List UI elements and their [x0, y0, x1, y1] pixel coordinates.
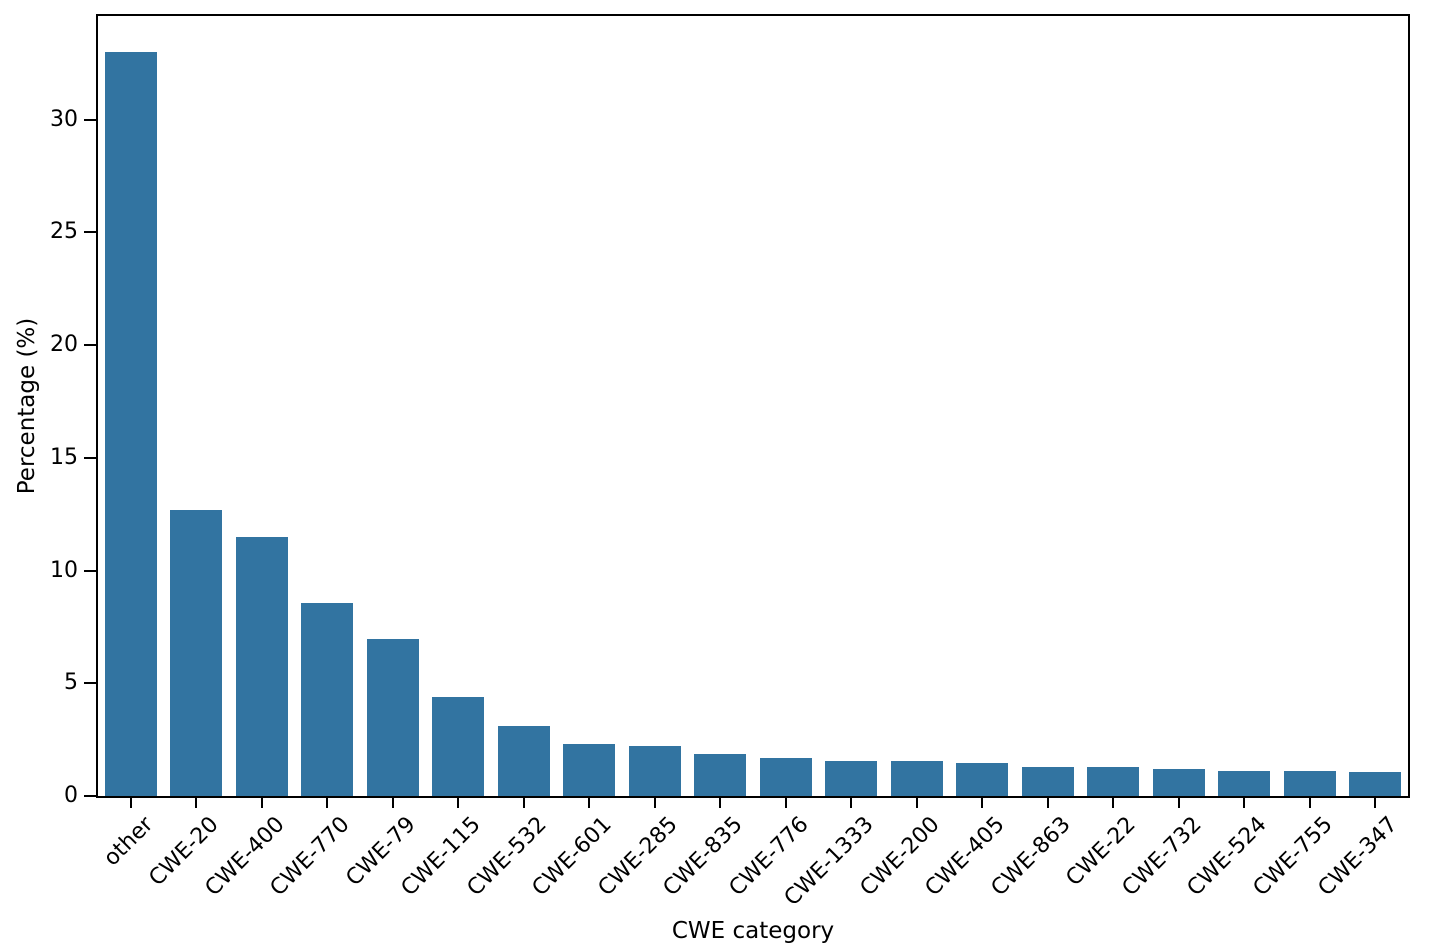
- y-tick-label: 25: [50, 219, 78, 245]
- x-axis-label: CWE category: [671, 918, 835, 944]
- y-tick-mark: [84, 795, 96, 797]
- bar-CWE-863: [1021, 766, 1074, 796]
- bar-CWE-835: [694, 754, 747, 796]
- y-tick-label: 10: [50, 557, 78, 583]
- y-tick-label: 5: [64, 670, 78, 696]
- y-tick-mark: [84, 118, 96, 121]
- bar-CWE-601: [563, 744, 616, 796]
- x-tick-mark: [457, 796, 460, 808]
- x-tick-mark: [522, 796, 525, 808]
- x-tick-mark: [1308, 796, 1311, 808]
- y-tick-mark: [84, 569, 96, 572]
- bar-CWE-732: [1152, 768, 1205, 796]
- bar-CWE-285: [628, 746, 681, 796]
- x-tick-mark: [719, 796, 722, 808]
- bar-CWE-755: [1283, 771, 1336, 796]
- x-tick-mark: [1112, 796, 1115, 808]
- x-tick-label: other: [99, 812, 159, 872]
- y-tick-mark: [84, 456, 96, 459]
- x-tick-mark: [391, 796, 394, 808]
- x-tick-mark: [915, 796, 918, 808]
- y-tick-mark: [84, 344, 96, 347]
- bar-CWE-532: [497, 726, 550, 796]
- bar-CWE-115: [432, 696, 485, 796]
- x-tick-mark: [588, 796, 591, 808]
- x-tick-mark: [195, 796, 198, 808]
- bars-container: [98, 16, 1408, 796]
- y-tick-label: 30: [50, 106, 78, 132]
- bar-CWE-400: [235, 536, 288, 796]
- x-tick-mark: [1046, 796, 1049, 808]
- bar-CWE-770: [301, 603, 354, 796]
- x-tick-mark: [260, 796, 263, 808]
- x-tick-mark: [1243, 796, 1246, 808]
- bar-CWE-22: [1087, 766, 1140, 796]
- x-tick-mark: [1374, 796, 1377, 808]
- y-tick-label: 20: [50, 332, 78, 358]
- bar-CWE-776: [759, 757, 812, 796]
- x-tick-mark: [129, 796, 132, 808]
- y-tick-label: 0: [64, 783, 78, 808]
- x-tick-mark: [784, 796, 787, 808]
- bar-CWE-524: [1218, 771, 1271, 796]
- bar-CWE-200: [890, 761, 943, 796]
- x-tick-mark: [326, 796, 329, 808]
- bar-CWE-405: [956, 763, 1009, 796]
- x-tick-mark: [1177, 796, 1180, 808]
- plot-area: [96, 14, 1410, 798]
- y-tick-label: 15: [50, 444, 78, 470]
- bar-CWE-1333: [825, 761, 878, 796]
- bar-CWE-79: [366, 639, 419, 796]
- x-tick-mark: [653, 796, 656, 808]
- bar-CWE-347: [1349, 772, 1402, 796]
- x-tick-mark: [850, 796, 853, 808]
- bar-other: [104, 52, 157, 796]
- x-tick-mark: [981, 796, 984, 808]
- y-tick-mark: [84, 231, 96, 234]
- y-tick-mark: [84, 682, 96, 685]
- bar-CWE-20: [170, 509, 223, 796]
